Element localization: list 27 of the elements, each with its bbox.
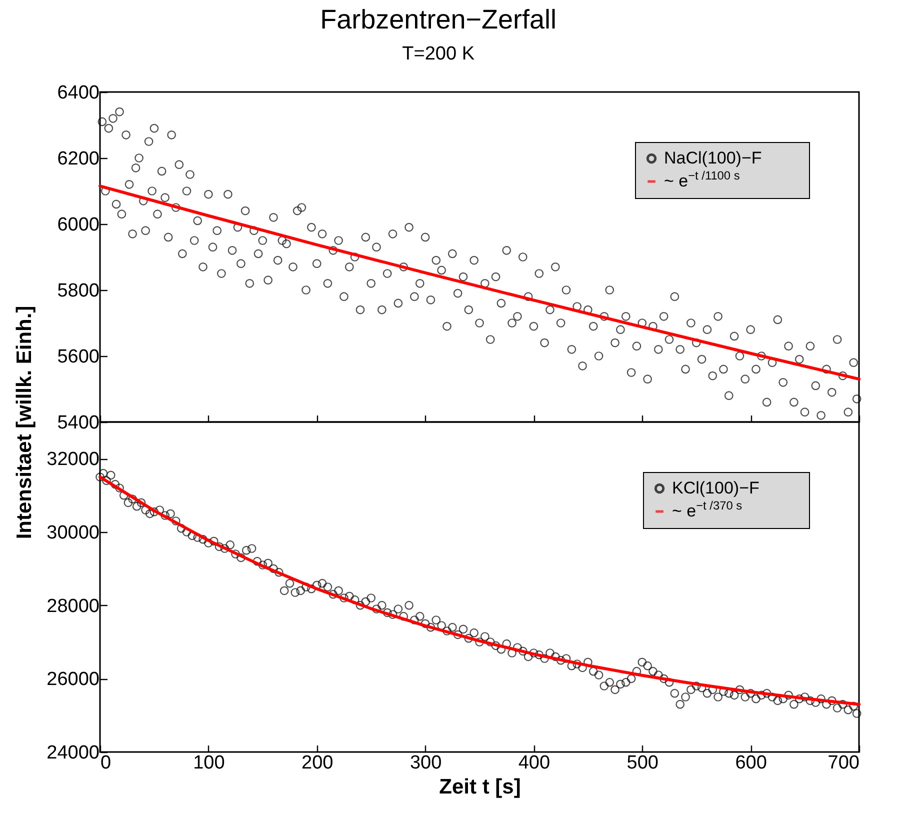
x-tick-label: 100 [193, 752, 225, 774]
legend-label: KCl(100)−F [672, 478, 760, 498]
x-tick-label: 600 [735, 752, 767, 774]
y-tick-label: 30000 [46, 522, 100, 544]
y-tick-label: 5600 [57, 346, 100, 368]
x-tick-label: 300 [410, 752, 442, 774]
y-tick-label: 6000 [57, 214, 100, 236]
legend-label: ~ e$^{−t /1100 s}$ [664, 168, 740, 190]
x-tick-label: 0 [100, 752, 112, 774]
x-tick-label: 200 [302, 752, 334, 774]
y-tick-label: 6200 [57, 148, 100, 170]
legend-label: ~ e$^{−t /370 s}$ [672, 498, 742, 520]
y-tick-label: 5800 [57, 280, 100, 302]
x-tick-label: 500 [626, 752, 658, 774]
x-axis-title: Zeit t [s] [439, 776, 521, 798]
y-tick-label: 28000 [46, 596, 100, 617]
x-tick-label: 400 [518, 752, 550, 774]
y-tick-label: 32000 [46, 449, 100, 470]
chart-subtitle: T=200 K [402, 43, 475, 64]
y-tick-label: 24000 [46, 742, 100, 764]
chart-title: Farbzentren−Zerfall [320, 4, 556, 34]
y-tick-label: 26000 [46, 669, 100, 690]
y-axis-title: Intensitaet [willk. Einh.] [13, 306, 36, 540]
y-tick-label: 5400 [57, 412, 100, 434]
y-tick-label: 6400 [57, 82, 100, 104]
x-tick-label: 700 [828, 752, 860, 774]
legend-label: NaCl(100)−F [664, 148, 762, 168]
